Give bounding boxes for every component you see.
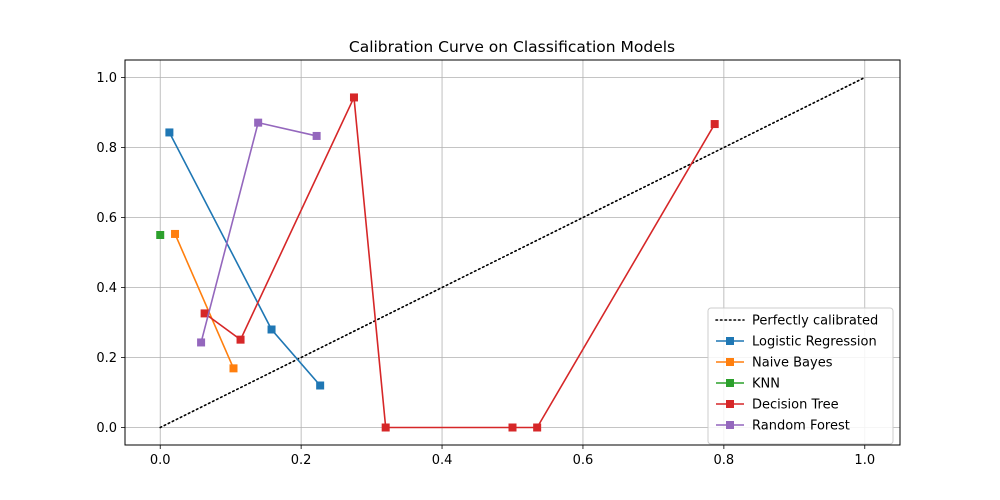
series-line — [200, 121, 317, 343]
x-tick-label: 0.2 — [291, 453, 312, 468]
y-tick-label: 0.2 — [96, 351, 117, 366]
series-decision-tree — [200, 93, 719, 432]
legend-entry: KNN — [716, 377, 780, 392]
axis-ticks: 0.0 0.2 0.4 0.6 0.8 1.0 0.0 0.2 0.4 0.6 0.8 1.0 — [96, 71, 875, 468]
x-tick-label: 0.0 — [150, 453, 171, 468]
x-tick-label: 0.6 — [573, 453, 594, 468]
legend-swatch-marker — [726, 400, 734, 408]
y-tick-label: 0.4 — [96, 281, 117, 296]
data-point-marker — [197, 338, 206, 347]
data-point-marker — [254, 118, 263, 127]
legend-entry: Decision Tree — [716, 398, 839, 413]
legend-swatch-marker — [726, 337, 734, 345]
data-point-marker — [200, 309, 209, 318]
data-point-marker — [316, 381, 325, 390]
legend-entry: Random Forest — [716, 419, 850, 434]
legend-swatch-marker — [726, 358, 734, 366]
series-random-forest — [197, 118, 321, 347]
plot-area-frame — [124, 59, 901, 446]
series-line — [174, 233, 235, 369]
data-point-marker — [508, 423, 517, 432]
series-lines — [156, 93, 719, 432]
data-point-marker — [349, 93, 358, 102]
data-point-marker — [710, 120, 719, 129]
data-point-marker — [267, 325, 276, 334]
chart-title: Calibration Curve on Classification Mode… — [349, 38, 675, 56]
perfectly-calibrated-line — [159, 76, 866, 429]
legend-label: Naive Bayes — [752, 356, 833, 371]
series-line — [204, 94, 716, 429]
data-point-marker — [312, 131, 321, 140]
x-tick-label: 0.4 — [432, 453, 453, 468]
legend-label: Decision Tree — [752, 398, 839, 413]
series-line — [168, 132, 321, 387]
legend: Perfectly calibrated Logistic Regression N… — [707, 307, 894, 445]
legend-label: KNN — [752, 377, 780, 392]
data-point-marker — [229, 364, 238, 373]
legend-entry: Perfectly calibrated — [715, 314, 878, 329]
data-point-marker — [236, 335, 245, 344]
x-tick-label: 0.8 — [714, 453, 735, 468]
y-tick-label: 1.0 — [96, 71, 117, 86]
data-point-marker — [171, 229, 180, 238]
y-tick-label: 0.8 — [96, 141, 117, 156]
series-knn — [156, 231, 165, 239]
legend-entry: Naive Bayes — [716, 356, 833, 371]
series-logistic-regression — [165, 128, 325, 390]
x-tick-label: 1.0 — [854, 453, 875, 468]
grid — [125, 60, 900, 445]
legend-box — [707, 307, 894, 445]
data-point-marker — [156, 231, 165, 239]
legend-entry: Logistic Regression — [716, 335, 877, 350]
data-point-marker — [381, 423, 390, 432]
y-tick-label: 0.6 — [96, 211, 117, 226]
data-point-marker — [165, 128, 174, 137]
legend-label: Random Forest — [752, 419, 850, 434]
data-point-marker — [533, 423, 542, 432]
legend-swatch-marker — [726, 379, 734, 387]
series-naive-bayes — [171, 229, 238, 373]
legend-label: Perfectly calibrated — [752, 314, 878, 329]
reference-line — [159, 76, 866, 429]
y-tick-label: 0.0 — [96, 421, 117, 436]
legend-label: Logistic Regression — [752, 335, 877, 350]
legend-swatch-marker — [726, 421, 734, 429]
